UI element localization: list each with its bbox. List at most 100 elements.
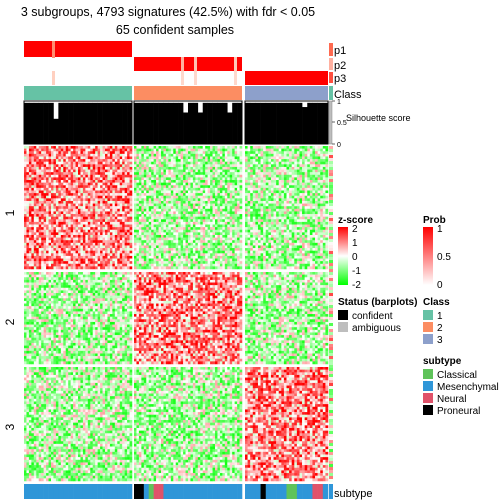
heatmap-cell-1-2-43-2 [136,255,140,259]
heatmap-cell-1-1-40-35 [107,248,111,251]
heatmap-cell-1-2-45-38 [224,261,228,265]
heatmap-cell-1-1-25-20 [70,208,74,212]
heatmap-cell-1-3-21-16 [283,198,287,202]
heatmap-cell-1-2-14-24 [190,180,194,183]
heatmap-cell-1-3-6-29 [317,159,321,162]
heatmap-cell-1-2-22-14 [165,200,169,204]
heatmap-cell-1-1-45-39 [117,261,120,265]
heatmap-cell-1-1-31-10 [46,224,49,228]
heatmap-cell-1-1-14-20 [70,180,74,183]
heatmap-cell-1-1-29-3 [28,219,32,223]
heatmap-cell-1-1-3-32 [100,151,103,155]
heatmap-cell-1-2-14-34 [215,180,218,183]
heatmap-cell-1-2-30-17 [173,221,176,225]
heatmap-cell-1-2-35-40 [229,234,233,238]
heatmap-cell-1-2-25-3 [138,208,142,212]
heatmap-cell-1-2-41-37 [222,250,226,254]
heatmap-cell-1-3-12-14 [278,174,282,178]
heatmap-cell-1-3-14-4 [252,180,256,183]
heatmap-cell-1-1-43-40 [119,255,123,259]
heatmap-cell-1-1-15-22 [75,182,79,186]
heatmap-cell-1-1-32-35 [107,227,111,230]
heatmap-cell-1-1-31-7 [38,224,42,228]
heatmap-cell-1-3-6-13 [276,159,279,162]
heatmap-cell-1-2-22-40 [229,200,233,204]
heatmap-cell-1-1-37-38 [114,240,118,244]
heatmap-cell-1-1-26-1 [24,211,27,215]
heatmap-cell-1-1-6-29 [92,159,96,162]
heatmap-cell-1-2-8-40 [229,164,233,168]
heatmap-cell-1-3-17-5 [255,187,259,191]
heatmap-cell-1-1-11-26 [85,172,89,176]
heatmap-cell-1-2-43-5 [143,255,147,259]
heatmap-cell-1-1-34-35 [107,232,111,236]
heatmap-cell-1-3-22-25 [307,200,311,204]
heatmap-cell-1-2-1-7 [148,146,152,149]
heatmap-cell-1-1-14-1 [24,180,27,183]
heatmap-cell-1-1-46-8 [41,263,44,267]
heatmap-cell-1-3-22-31 [322,200,326,204]
heatmap-cell-1-2-28-44 [239,216,243,220]
heatmap-cell-1-1-30-6 [36,221,39,225]
heatmap-cell-1-2-45-28 [200,261,203,265]
heatmap-cell-1-1-37-24 [80,240,84,244]
heatmap-cell-1-3-23-17 [286,203,290,207]
heatmap-cell-1-2-18-44 [239,190,243,194]
heatmap-cell-1-3-24-22 [299,206,303,210]
heatmap-cell-1-3-3-8 [263,151,266,155]
heatmap-cell-1-1-42-37 [112,253,116,257]
heatmap-cell-1-1-4-20 [70,153,74,157]
class-key-swatch [329,86,333,100]
heatmap-cell-1-1-47-2 [26,266,30,270]
heatmap-cell-1-2-8-23 [188,164,191,168]
heatmap-cell-1-1-17-20 [70,187,74,191]
heatmap-cell-1-3-15-6 [257,182,261,186]
heatmap-cell-1-1-7-12 [51,161,54,165]
heatmap-cell-1-3-21-29 [317,198,321,202]
heatmap-cell-1-1-22-22 [75,200,79,204]
heatmap-cell-1-2-27-23 [188,214,191,217]
heatmap-cell-1-1-44-26 [85,258,89,262]
heatmap-cell-1-1-10-10 [46,169,49,173]
heatmap-cell-1-2-10-35 [217,169,221,173]
heatmap-cell-1-2-15-6 [146,182,149,186]
heatmap-cell-1-1-10-17 [63,169,66,173]
heatmap-cell-1-1-44-18 [65,258,69,262]
heatmap-cell-1-1-44-40 [119,258,123,262]
heatmap-cell-1-3-16-14 [278,185,282,189]
heatmap-cell-1-2-40-29 [202,248,206,251]
heatmap-cell-1-1-10-6 [36,169,39,173]
heatmap-cell-1-1-36-37 [112,237,116,241]
heatmap-cell-1-3-4-16 [283,153,287,157]
heatmap-cell-1-2-6-31 [207,159,211,162]
heatmap-cell-1-3-23-32 [325,203,329,207]
heatmap-cell-1-3-10-27 [312,169,316,173]
heatmap-cell-1-2-14-3 [138,180,142,183]
heatmap-cell-1-1-4-18 [65,153,69,157]
heatmap-cell-1-1-11-25 [82,172,86,176]
heatmap-cell-1-2-43-20 [180,255,184,259]
heatmap-cell-1-1-20-23 [78,195,81,199]
heatmap-cell-1-2-28-2 [136,216,140,220]
heatmap-cell-1-1-22-10 [46,200,49,204]
heatmap-cell-1-1-14-19 [68,180,71,183]
heatmap-cell-1-2-39-2 [136,245,140,249]
heatmap-cell-1-2-36-39 [227,237,230,241]
heatmap-cell-1-3-19-22 [299,193,303,196]
heatmap-cell-1-1-44-3 [28,258,32,262]
heatmap-cell-1-3-11-2 [247,172,251,176]
heatmap-cell-1-3-7-7 [260,161,264,165]
heatmap-cell-1-3-10-10 [268,169,272,173]
heatmap-cell-1-1-35-20 [70,234,74,238]
heatmap-cell-1-1-26-40 [119,211,123,215]
heatmap-cell-1-1-43-13 [53,255,57,259]
heatmap-cell-1-1-39-24 [80,245,84,249]
heatmap-cell-1-1-39-32 [100,245,103,249]
heatmap-cell-1-3-13-6 [257,177,261,181]
heatmap-cell-1-1-10-44 [129,169,133,173]
heatmap-cell-1-1-26-33 [102,211,106,215]
heatmap-cell-1-3-2-6 [257,148,261,152]
heatmap-cell-1-2-23-38 [224,203,228,207]
heatmap-cell-1-2-34-25 [192,232,196,236]
